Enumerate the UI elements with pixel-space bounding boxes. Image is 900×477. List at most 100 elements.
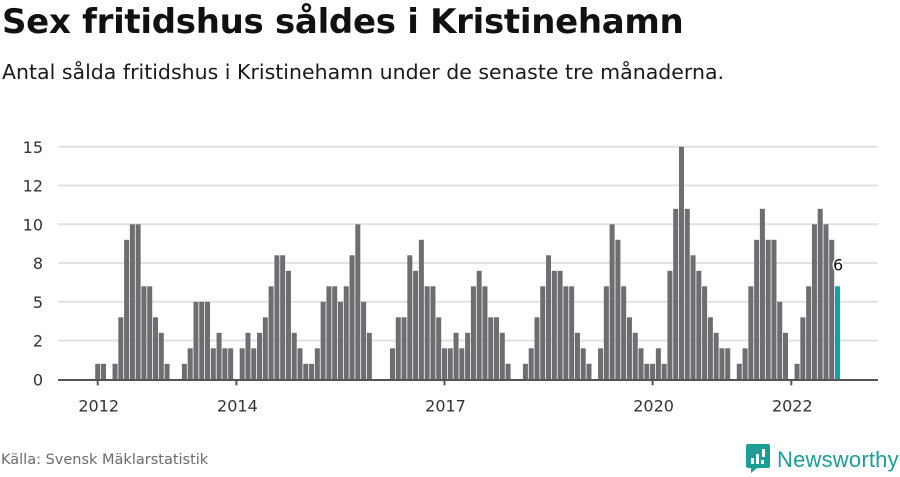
highlight-bar [835,286,841,380]
bar [742,348,748,380]
bar [650,363,656,380]
bar [181,363,187,380]
bar [430,286,436,380]
bar [725,348,731,380]
bar [777,301,783,380]
bar [205,301,211,380]
bar [494,317,500,380]
bar [713,332,719,380]
bar [343,286,349,380]
y-tick-label: 15 [23,138,43,157]
y-tick-label: 5 [33,293,43,312]
x-tick-label: 2022 [772,396,813,415]
bar [297,348,303,380]
bar [395,317,401,380]
bar [285,270,291,380]
bar [806,286,812,380]
bar [245,332,251,380]
bar [361,301,367,380]
bar [684,208,690,380]
bar [522,363,528,380]
bar [291,332,297,380]
bar [707,317,713,380]
bar [765,239,771,380]
x-tick-label: 2012 [78,396,119,415]
bar [239,348,245,380]
bar [210,348,216,380]
bar [811,224,817,380]
bar [112,363,118,380]
bar [147,286,153,380]
x-axis: 2012 2014 2017 2020 2022 [58,379,878,415]
bar [355,224,361,380]
bar [470,286,476,380]
bar [829,239,835,380]
bar [141,286,147,380]
bar [158,332,164,380]
newsworthy-logo-icon [745,443,771,477]
bar [320,301,326,380]
bar [586,363,592,380]
x-tick-label: 2017 [425,396,466,415]
bar [817,208,823,380]
y-tick-label: 0 [33,370,43,389]
bar [274,255,280,380]
bar [580,348,586,380]
bar [673,208,679,380]
bar [413,270,419,380]
bar [609,224,615,380]
bar [759,208,765,380]
bar [499,332,505,380]
highlight-annotation: 6 [831,254,844,276]
bar [661,363,667,380]
bar [436,317,442,380]
bar [309,363,315,380]
bar [678,146,684,380]
bar [100,363,106,380]
bar [719,348,725,380]
y-tick-label: 10 [23,215,43,234]
bar [783,332,789,380]
bar [314,348,320,380]
y-axis-labels: 0 2 5 8 10 12 15 [23,138,43,389]
bar [303,363,309,380]
bar [124,239,130,380]
bar [748,286,754,380]
bar [702,286,708,380]
bars [95,146,841,380]
bar [574,332,580,380]
bar [615,239,621,380]
bar [794,363,800,380]
bar [534,317,540,380]
bar [569,286,575,380]
bar [228,348,234,380]
bar [771,239,777,380]
bar [476,270,482,380]
bar [482,286,488,380]
bar [603,286,609,380]
bar [257,332,263,380]
bar [667,270,673,380]
chart-subtitle: Antal sålda fritidshus i Kristinehamn un… [2,60,725,84]
bar [823,224,829,380]
bar [389,348,395,380]
highlight-value-label: 6 [833,255,843,274]
bar [326,286,332,380]
brand-name: Newsworthy [777,447,899,472]
bar [366,332,372,380]
bar [216,332,222,380]
bar [118,317,124,380]
bar [598,348,604,380]
bar [546,255,552,380]
bar [332,286,338,380]
bar [164,363,170,380]
bar [193,301,199,380]
bar [690,255,696,380]
bar [563,286,569,380]
bar [447,348,453,380]
bar [800,317,806,380]
bar [505,363,511,380]
bar [655,348,661,380]
bar [262,317,268,380]
bar [337,301,343,380]
